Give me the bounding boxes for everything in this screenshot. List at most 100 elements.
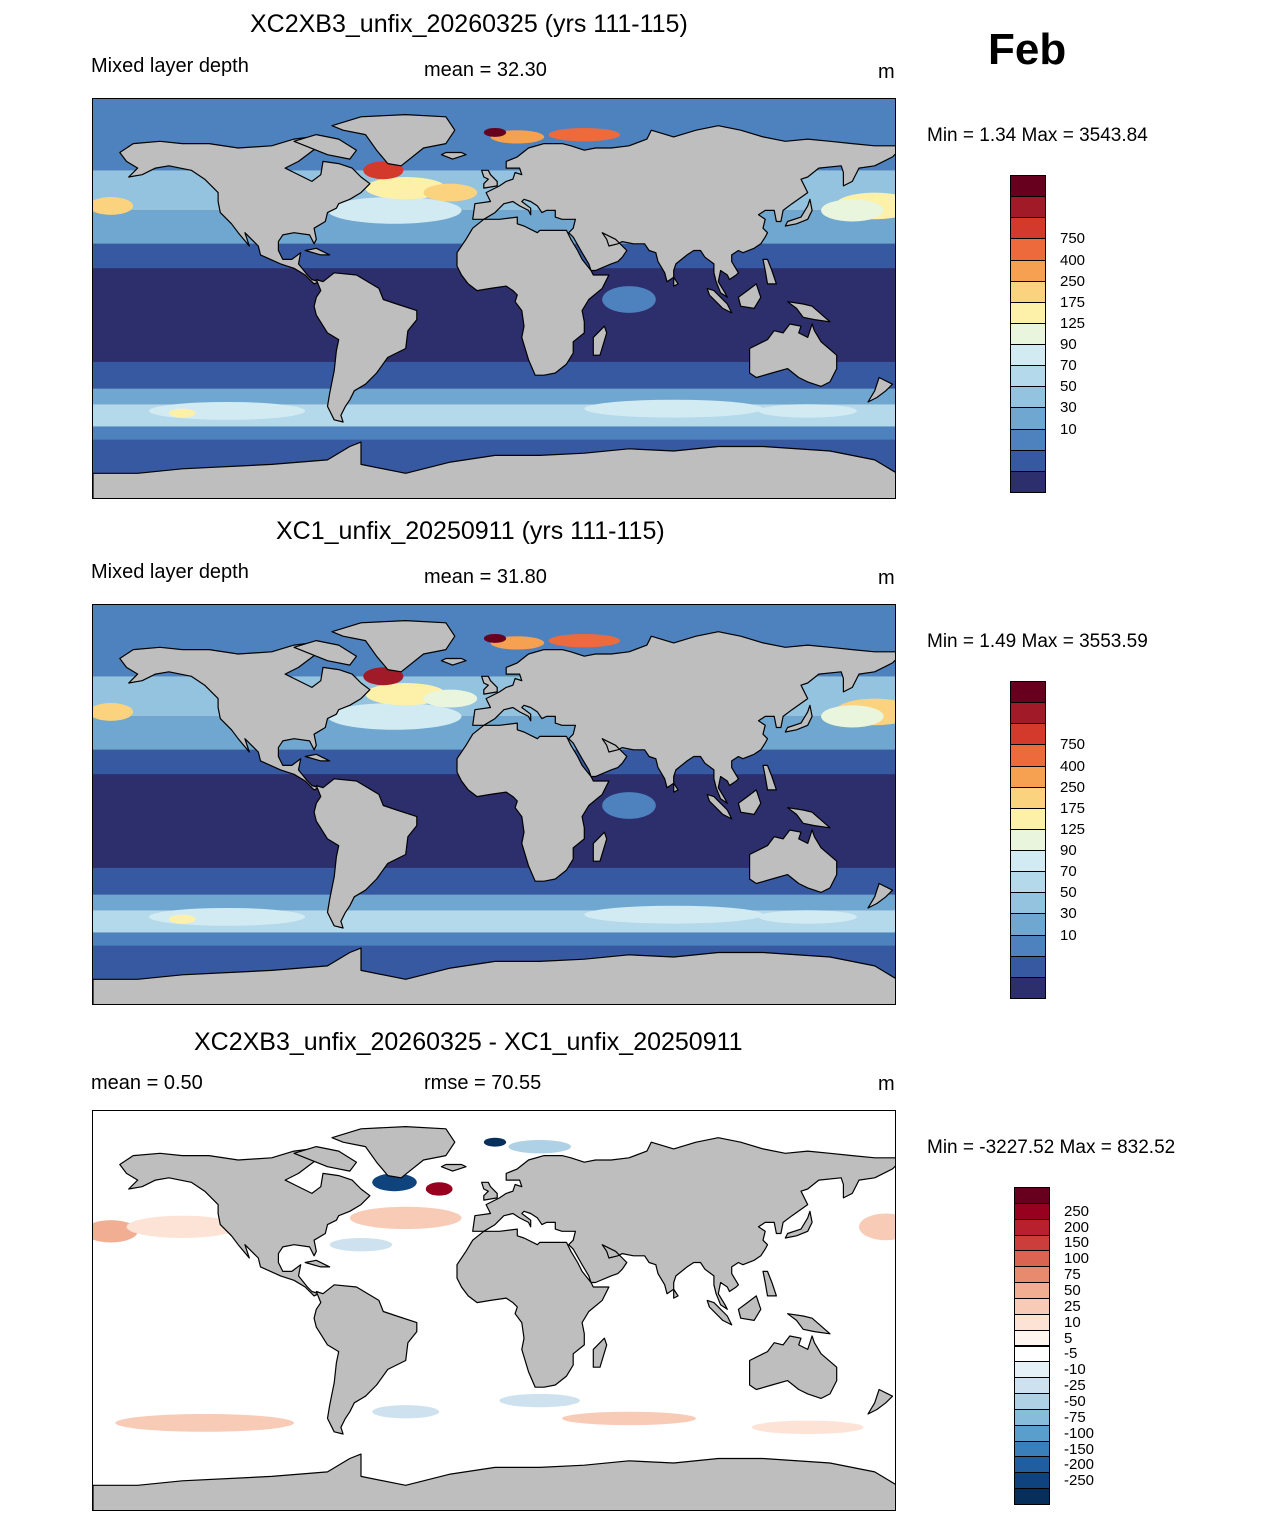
field-feature: [584, 905, 763, 924]
field-anomaly: [859, 1213, 895, 1241]
colorbar-swatch: [1014, 1456, 1050, 1474]
field-anomaly: [751, 1420, 864, 1435]
colorbar-swatch: [1010, 892, 1046, 915]
colorbar-swatch: [1010, 407, 1046, 430]
land-madagascar: [592, 325, 608, 356]
land-philippines: [762, 764, 778, 791]
colorbar-swatch: [1010, 344, 1046, 367]
land-sri-lanka: [673, 782, 679, 793]
land-borneo: [737, 1295, 762, 1321]
land-japan: [784, 198, 813, 227]
colorbar-swatch: [1010, 301, 1046, 324]
land-philippines: [762, 258, 778, 285]
panel-2-colorbar: 750 400 250 175 125 90 70 50 30 10: [1010, 681, 1130, 999]
colorbar-swatch: [1010, 470, 1046, 493]
field-feature: [168, 408, 196, 418]
field-feature: [93, 197, 134, 215]
land-uk: [481, 675, 498, 695]
panel-1-variable-label: Mixed layer depth: [91, 55, 249, 77]
panel-3-title: XC2XB3_unfix_20260325 - XC1_unfix_202509…: [194, 1028, 743, 1056]
field-feature: [584, 399, 763, 418]
colorbar-swatch: [1010, 217, 1046, 240]
land-africa: [456, 722, 610, 882]
panel-2-title: XC1_unfix_20250911 (yrs 111-115): [276, 517, 665, 545]
colorbar-swatch: [1010, 280, 1046, 303]
colorbar-tick-label: 75: [1064, 1266, 1081, 1284]
land-south-america: [313, 778, 418, 929]
colorbar-swatch: [1010, 322, 1046, 346]
colorbar-swatch: [1010, 681, 1046, 704]
colorbar-swatch: [1014, 1472, 1050, 1490]
colorbar-swatch: [1010, 365, 1046, 388]
land-japan: [784, 1210, 813, 1239]
land-north-america: [119, 136, 371, 285]
field-feature: [168, 914, 196, 924]
colorbar-swatch: [1014, 1282, 1050, 1299]
land-antarctica: [93, 441, 895, 498]
colorbar-tick-label: 100: [1064, 1250, 1090, 1268]
field-anomaly: [483, 1137, 507, 1147]
colorbar-swatch: [1014, 1440, 1050, 1458]
panel-1-title: XC2XB3_unfix_20260325 (yrs 111-115): [250, 10, 688, 38]
land-south-america: [313, 1284, 418, 1435]
colorbar-swatch: [1010, 386, 1046, 409]
land-cuba: [304, 247, 331, 256]
colorbar-tick-label: 30: [1060, 905, 1077, 923]
land-antarctica: [93, 947, 895, 1004]
colorbar-swatch: [1010, 934, 1046, 957]
colorbar-tick-label: 30: [1060, 399, 1077, 417]
field-band: [93, 932, 895, 946]
field-anomaly: [425, 1182, 453, 1196]
land-australia: [748, 829, 838, 893]
land-new-guinea: [786, 301, 831, 323]
field-feature: [548, 127, 621, 142]
colorbar-swatch: [1014, 1250, 1050, 1268]
land-new-guinea: [786, 1313, 831, 1335]
map-svg: [93, 99, 895, 498]
field-feature: [483, 633, 507, 643]
field-feature: [602, 792, 656, 819]
colorbar-tick-label: -5: [1064, 1345, 1078, 1363]
field-feature: [363, 667, 404, 686]
field-feature: [327, 703, 462, 730]
panel-3-map: [92, 1110, 896, 1511]
colorbar-swatch: [1014, 1234, 1050, 1252]
field-anomaly: [562, 1411, 696, 1426]
land-new-guinea: [786, 807, 831, 829]
colorbar-tick-label: 70: [1060, 357, 1077, 375]
colorbar-swatch: [1010, 449, 1046, 472]
land-eurasia: [472, 631, 895, 804]
field-feature: [483, 127, 507, 137]
land-australia: [748, 323, 838, 387]
field-anomaly: [499, 1393, 580, 1408]
colorbar-tick-label: 50: [1064, 1282, 1081, 1300]
field-anomaly: [329, 1237, 393, 1252]
colorbar-swatch: [1014, 1377, 1050, 1395]
colorbar-swatch: [1014, 1313, 1050, 1331]
colorbar-tick-label: 150: [1064, 1234, 1090, 1252]
land-new-zealand: [867, 882, 894, 909]
colorbar-swatch: [1010, 850, 1046, 873]
colorbar-swatch: [1014, 1297, 1050, 1315]
land-madagascar: [592, 1337, 608, 1368]
land-greenland: [331, 1126, 456, 1179]
panel-2-variable-label: Mixed layer depth: [91, 561, 249, 583]
land-eurasia: [472, 125, 895, 298]
month-label: Feb: [988, 25, 1067, 74]
land-sumatra: [706, 287, 733, 314]
field-anomaly: [115, 1413, 294, 1432]
field-feature: [758, 910, 857, 924]
colorbar-swatch: [1010, 786, 1046, 809]
colorbar-tick-label: 250: [1060, 778, 1086, 796]
colorbar-swatch: [1014, 1424, 1050, 1442]
colorbar-tick-label: -50: [1064, 1392, 1086, 1410]
colorbar-tick-label: 250: [1060, 272, 1086, 290]
panel-3-rmse-label: rmse = 70.55: [424, 1072, 542, 1094]
colorbar-tick-label: 125: [1060, 820, 1086, 838]
land-africa: [456, 1228, 610, 1388]
colorbar-swatch: [1010, 807, 1046, 830]
field-band: [93, 426, 895, 440]
colorbar-tick-label: 175: [1060, 293, 1086, 311]
land-sumatra: [706, 793, 733, 820]
colorbar-swatch: [1014, 1393, 1050, 1410]
